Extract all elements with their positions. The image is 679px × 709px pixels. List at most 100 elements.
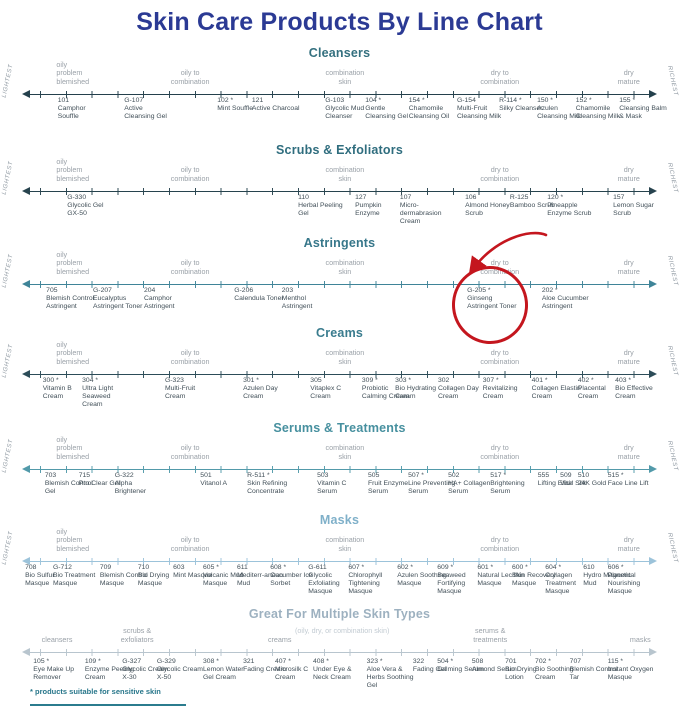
product-323: 323 * Aloe Vera & Herbs Soothing Gel [367,658,417,690]
product-701: 701 Bio Drying Lotion [505,658,555,682]
product-code: 611 [236,564,248,571]
axis-arrowhead-right-icon [649,557,657,565]
skin-zone-label-combination-skin: combination skin [325,68,365,86]
product-610: 610 Hydro Magnetic Mud [583,564,633,588]
product-code: 152 * [575,97,592,104]
product-code: 107 [399,194,412,201]
section-astringents: Astringents oily problem blemished oily to co… [0,231,679,348]
product-608: 608 * Cucumber Ice Sorbet [270,564,320,588]
product-name: Bio Sulfur Masque [25,571,55,587]
product-300: 300 * Vitamin B Cream [43,377,93,401]
product-code: 401 * [531,377,548,384]
product-name: Ginseng Astringent Toner [467,294,517,310]
product-code: G-207 [93,287,112,294]
product-127: 127 Pumpkin Enzyme [355,194,405,218]
product-407: 407 * Microsilk C Cream [275,658,325,682]
product-name: Placental Nourishing Masque [607,571,641,595]
axis-arrowhead-right-icon [649,187,657,195]
product-517: 517 * Brightening Serum [490,472,540,496]
axis-ticks [40,91,639,98]
product-code: 517 * [490,472,507,479]
product-g-327: G-327 Glycolic Cream X-30 [122,658,172,682]
product-name: Collagen Day Cream [437,384,479,400]
product-name: Azulen Cleansing Milk [537,104,582,120]
product-name: HA+ Collagen Serum [448,479,491,495]
product-code: 604 * [545,564,562,571]
richest-label: RICHEST [666,65,679,97]
product-name: 24K Gold [577,479,607,487]
skin-zone-label-combination-skin: combination skin [325,535,365,553]
product-code: 607 * [348,564,365,571]
product-code: 510 [577,472,590,479]
skin-zone-label-creams: creams [267,634,292,644]
product-name: Almond Honey Scrub [465,201,510,217]
product-name: Brightening Serum [490,479,525,495]
product-code: 105 * [33,658,50,665]
section-heading: Serums & Treatments [273,421,406,435]
axis-ticks [40,281,639,288]
product-code: G-712 [52,564,72,571]
product-code: 606 * [607,564,624,571]
product-name: Active Cleansing Gel [124,104,167,120]
product-code: G-329 [156,658,176,665]
product-301: 301 * Azulen Day Cream [243,377,293,401]
product-154: 154 * Chamomile Cleansing Oil [409,97,459,121]
product-g-206: G-206 Calendula Toner [234,287,283,303]
product-name: Microsilk C Cream [274,665,309,681]
product-name: Multi-Fruit Cleansing Milk [456,104,502,120]
product-101: 101 Camphor Souffle [58,97,108,121]
section-heading: Creams [315,326,364,340]
product-305: 305 Vitaplex C Cream [310,377,360,401]
skin-zone-label-oily-to-combination: oily to combination [170,348,210,366]
axis-arrowhead-right-icon [649,465,657,473]
lightest-label: LIGHTEST [1,160,15,196]
product-600: 600 * Skin Recovery Masque [512,564,562,588]
product-code: 154 * [408,97,425,104]
product-510: 510 24K Gold [578,472,606,488]
product-code: G-323 [164,377,184,384]
skin-zone-label-dry-to-combination: dry to combination [480,68,520,86]
product-code: 609 * [437,564,454,571]
skin-zone-label-oily-problem-blemished: oily problem blemished [56,526,90,553]
product-code: 301 * [243,377,259,384]
product-code: 202 * [541,287,558,294]
product-code: 157 [613,194,625,201]
product-code: R-511 * [247,472,270,479]
product-code: 608 * [270,564,287,571]
product-name: Hydro Magnetic Mud [583,571,631,587]
product-name: Azulen Day Cream [243,384,278,400]
product-507: 507 * Line Preventing Serum [408,472,458,496]
product-name: Skin Refining Concentrate [247,479,288,495]
product-name: Bio Treatment Masque [52,571,96,587]
skin-zone-label-dry-mature: dry mature [617,535,640,553]
product-607: 607 * Chlorophyll Tightening Masque [348,564,398,596]
product-name: Camphor Astringent [143,294,175,310]
product-g-611: G-611 Glycolic Exfoliating Masque [308,564,358,596]
section-masks: Masks oily problem blemished oily to combinat… [0,513,679,611]
product-202: 202 * Aloe Cucumber Astringent [542,287,592,311]
axis-arrowhead-left-icon [22,90,30,98]
skin-zone-label-dry-to-combination: dry to combination [480,348,520,366]
product-code: 703 [44,472,57,479]
skin-zone-label-oily-to-combination: oily to combination [170,258,210,276]
product-605: 605 * Volcanic Mud Masque [203,564,253,588]
product-name: Collagen Elastin Cream [531,384,581,400]
product-611: 611 Mediterr-anean Mud [237,564,287,588]
product-109: 109 * Enzyme Peeling Cream [85,658,135,682]
product-code: 307 * [482,377,499,384]
product-code: G-322 [114,472,134,479]
product-code: 203 [281,287,294,294]
skin-zone-label-oily-dry-or-combination-skin: (oily, dry, or combination skin) [295,625,390,635]
skin-zone-label-oily-problem-blemished: oily problem blemished [56,156,90,183]
product-code: G-103 [325,97,345,104]
product-code: 106 [465,194,477,201]
lightest-label: LIGHTEST [1,530,15,566]
product-name: Ultra Light Seaweed Cream [82,384,114,408]
product-code: 323 * [366,658,383,665]
product-g-323: G-323 Multi-Fruit Cream [165,377,215,401]
product-303: 303 * Bio Hydrating Cream [395,377,445,401]
product-code: 121 [251,97,264,104]
product-name: Blemish Control Gel [44,479,93,495]
product-708: 708 Bio Sulfur Masque [25,564,75,588]
product-name: Fading Gel [412,665,447,673]
